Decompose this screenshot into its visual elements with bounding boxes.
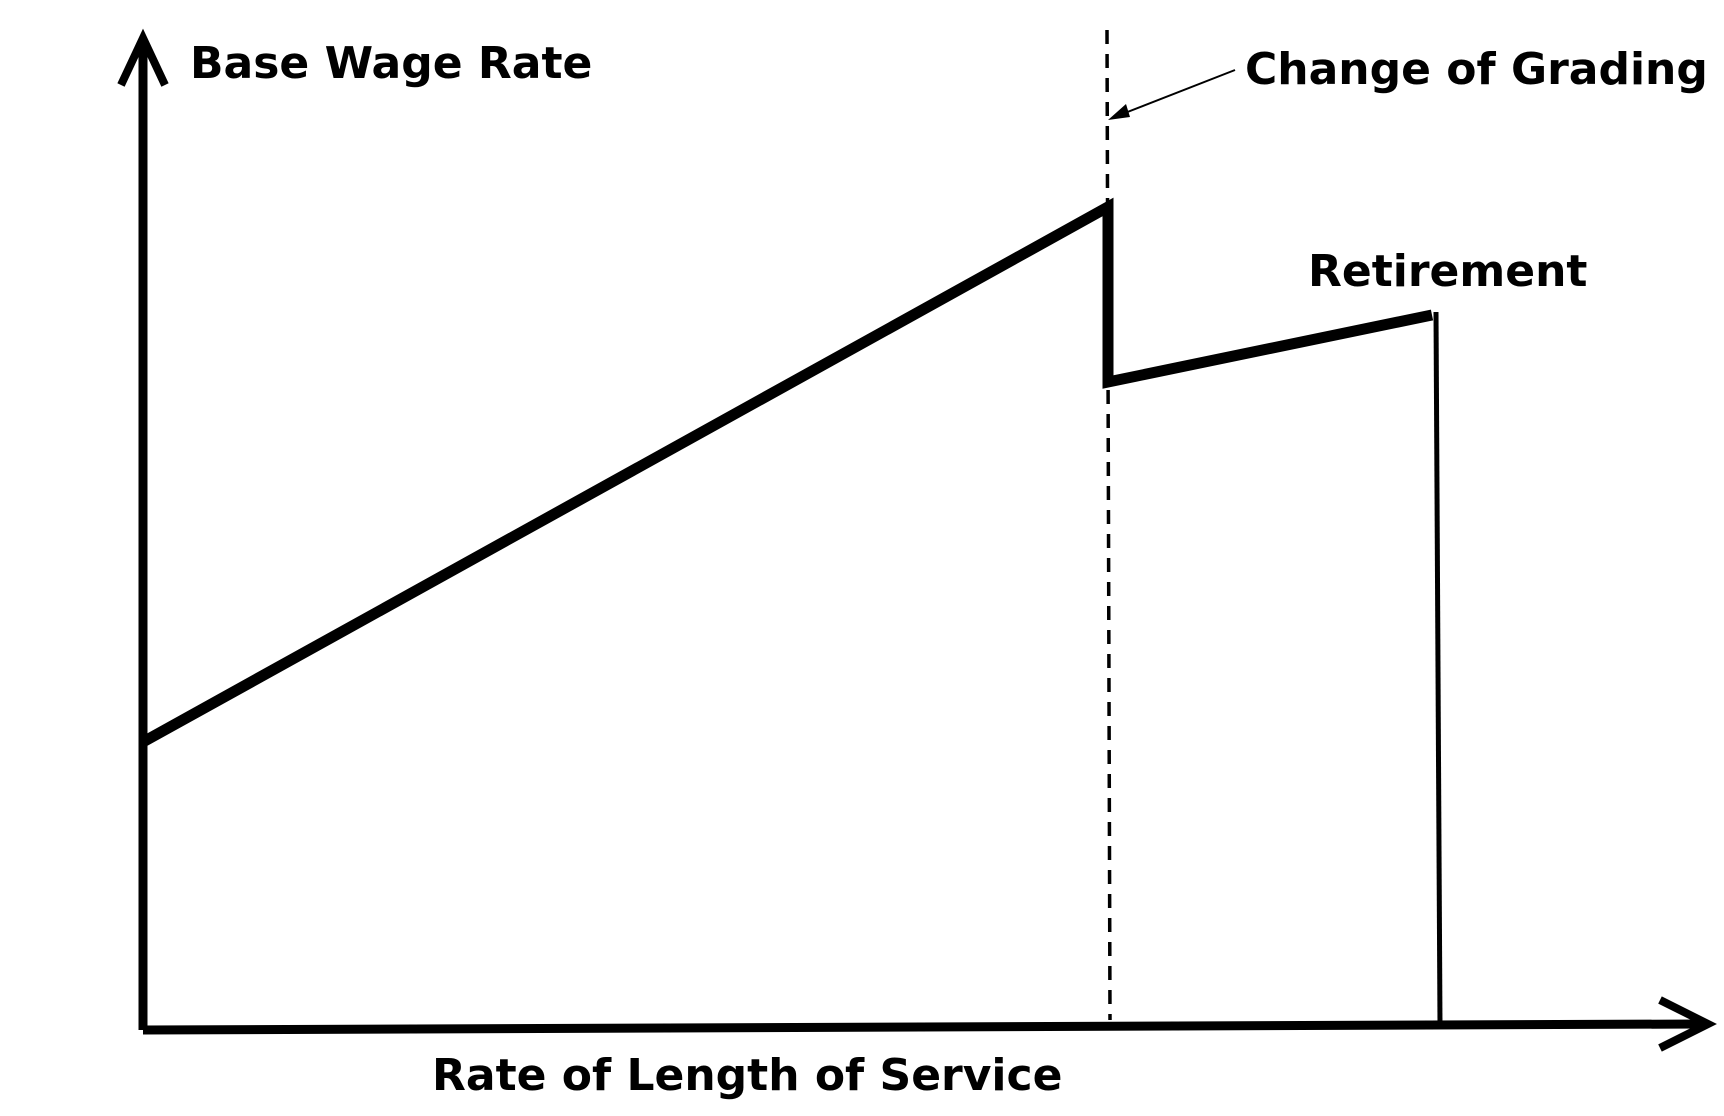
- change-of-grading-pointer-arrowhead: [1108, 104, 1130, 120]
- retirement-line: [1433, 311, 1443, 1027]
- y-axis-arrowhead: [117, 28, 169, 87]
- x-axis-label: Rate of Length of Service: [432, 1050, 1062, 1101]
- wage-progression-line: [140, 197, 1434, 747]
- x-axis-arrowhead: [1658, 996, 1717, 1052]
- y-axis-label: Base Wage Rate: [190, 38, 592, 89]
- change-of-grading-label: Change of Grading: [1245, 44, 1708, 95]
- change-of-grading-pointer: [1111, 69, 1236, 119]
- x-axis-line: [142, 1019, 1701, 1035]
- retirement-label: Retirement: [1308, 246, 1587, 297]
- change-of-grading-line: [1105, 29, 1112, 1021]
